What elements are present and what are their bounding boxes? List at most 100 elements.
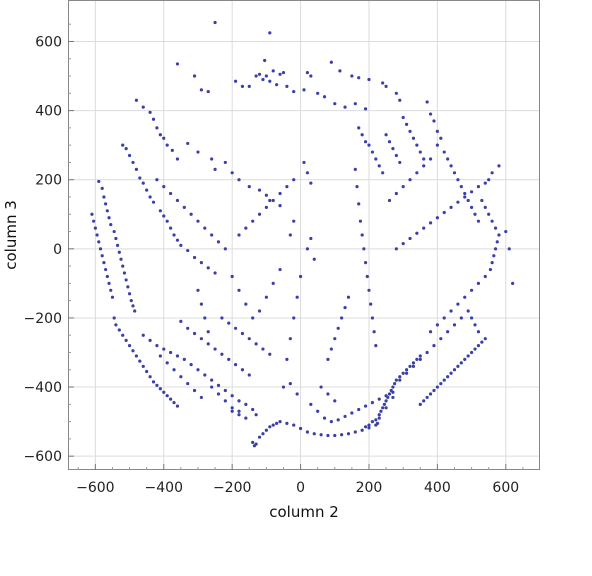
scatter-point bbox=[254, 74, 258, 78]
scatter-point bbox=[196, 368, 200, 372]
scatter-point bbox=[199, 302, 203, 306]
scatter-point bbox=[411, 361, 416, 365]
scatter-point bbox=[97, 179, 101, 184]
scatter-point bbox=[172, 368, 176, 372]
scatter-point bbox=[384, 133, 388, 137]
scatter-point bbox=[278, 191, 282, 196]
scatter-point bbox=[374, 418, 378, 422]
scatter-point bbox=[370, 401, 375, 405]
scatter-point bbox=[343, 414, 347, 419]
scatter-point bbox=[466, 309, 470, 313]
scatter-point bbox=[452, 323, 457, 327]
scatter-point bbox=[110, 295, 115, 299]
scatter-point bbox=[90, 212, 94, 216]
scatter-point bbox=[196, 150, 200, 154]
scatter-point bbox=[398, 378, 402, 382]
scatter-point bbox=[401, 185, 405, 189]
scatter-point bbox=[257, 435, 262, 439]
scatter-point bbox=[169, 191, 173, 196]
scatter-point bbox=[507, 247, 511, 251]
scatter-point bbox=[247, 84, 251, 88]
scatter-point bbox=[151, 380, 156, 384]
scatter-point bbox=[141, 364, 145, 368]
scatter-point bbox=[428, 330, 433, 334]
scatter-point bbox=[281, 385, 286, 389]
scatter-point bbox=[446, 157, 450, 161]
scatter-point bbox=[469, 316, 474, 320]
scatter-point bbox=[449, 205, 453, 209]
scatter-point bbox=[439, 136, 443, 140]
scatter-point bbox=[326, 392, 330, 396]
scatter-point bbox=[394, 153, 398, 158]
scatter-point bbox=[268, 352, 272, 356]
scatter-point bbox=[493, 226, 498, 230]
scatter-point bbox=[124, 278, 128, 282]
scatter-point bbox=[237, 233, 241, 237]
scatter-point bbox=[179, 375, 183, 379]
scatter-point bbox=[384, 84, 388, 88]
scatter-point bbox=[295, 392, 299, 396]
scatter-point bbox=[298, 274, 303, 279]
scatter-point bbox=[350, 74, 354, 78]
scatter-point bbox=[93, 226, 97, 230]
scatter-point bbox=[141, 333, 145, 337]
scatter-point bbox=[408, 129, 412, 133]
scatter-point bbox=[490, 171, 494, 175]
scatter-point bbox=[428, 157, 433, 161]
scatter-point bbox=[387, 392, 392, 396]
scatter-point bbox=[271, 198, 275, 203]
scatter-point bbox=[206, 342, 210, 346]
scatter-point bbox=[117, 328, 121, 332]
y-tick-label: −400 bbox=[24, 380, 62, 396]
scatter-point bbox=[394, 91, 398, 95]
scatter-point bbox=[121, 333, 125, 337]
scatter-point bbox=[302, 160, 306, 165]
scatter-point bbox=[370, 316, 375, 320]
scatter-point bbox=[138, 176, 142, 180]
scatter-point bbox=[476, 343, 481, 348]
scatter-point bbox=[357, 126, 361, 130]
scatter-point bbox=[384, 399, 388, 403]
scatter-point bbox=[432, 343, 436, 348]
scatter-point bbox=[203, 316, 207, 320]
x-tick-label: 600 bbox=[492, 480, 519, 496]
scatter-point bbox=[230, 409, 234, 413]
scatter-point bbox=[401, 371, 405, 375]
scatter-point bbox=[497, 233, 501, 237]
scatter-point bbox=[340, 433, 344, 437]
scatter-point bbox=[377, 164, 381, 168]
scatter-point bbox=[285, 185, 289, 189]
scatter-point bbox=[405, 371, 409, 375]
scatter-point bbox=[158, 209, 162, 213]
scatter-point bbox=[449, 309, 453, 313]
scatter-point bbox=[179, 243, 183, 247]
scatter-point bbox=[155, 343, 159, 348]
scatter-point bbox=[182, 357, 186, 362]
scatter-point bbox=[124, 338, 128, 343]
axis-ticks bbox=[68, 23, 524, 470]
scatter-point bbox=[493, 247, 498, 251]
scatter-point bbox=[401, 115, 405, 120]
scatter-point bbox=[387, 198, 392, 203]
scatter-point bbox=[104, 267, 108, 272]
scatter-point bbox=[322, 95, 327, 99]
y-tick-label: 0 bbox=[53, 242, 62, 258]
scatter-point bbox=[251, 440, 255, 444]
scatter-point bbox=[97, 240, 101, 244]
y-tick-labels: −600 −400 −200 0 200 400 600 bbox=[24, 34, 62, 465]
scatter-point bbox=[192, 388, 197, 393]
scatter-point bbox=[268, 31, 272, 35]
x-tick-label: 0 bbox=[296, 480, 305, 496]
scatter-point bbox=[264, 205, 268, 209]
x-tick-label: −600 bbox=[76, 480, 114, 496]
scatter-point bbox=[367, 426, 371, 430]
scatter-point bbox=[480, 198, 484, 203]
x-tick-label: −200 bbox=[213, 480, 251, 496]
scatter-point bbox=[151, 117, 156, 121]
scatter-point bbox=[105, 209, 109, 213]
scatter-point bbox=[220, 316, 224, 320]
scatter-point bbox=[480, 340, 484, 344]
scatter-point bbox=[288, 337, 292, 341]
scatter-point bbox=[309, 181, 313, 185]
scatter-point bbox=[170, 148, 174, 152]
